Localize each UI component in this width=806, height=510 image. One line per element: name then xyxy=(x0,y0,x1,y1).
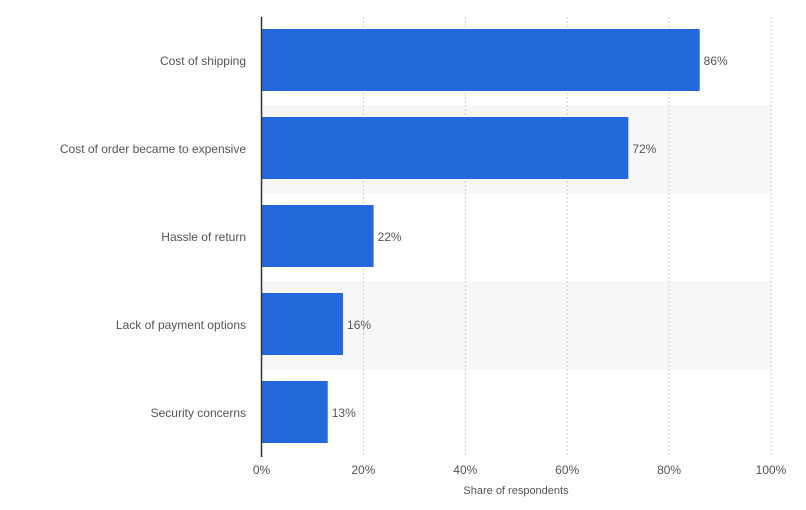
category-label: Cost of order became to expensive xyxy=(60,142,246,156)
data-label: 13% xyxy=(332,406,356,420)
data-label: 16% xyxy=(347,318,371,332)
bar[interactable] xyxy=(261,205,374,267)
row-band xyxy=(261,281,771,369)
x-axis-title: Share of respondents xyxy=(463,485,569,497)
bar[interactable] xyxy=(261,293,344,355)
category-label: Lack of payment options xyxy=(116,318,246,332)
data-label: 22% xyxy=(378,230,402,244)
x-tick-label: 40% xyxy=(453,463,477,477)
x-tick-label: 80% xyxy=(657,463,681,477)
bar[interactable] xyxy=(261,29,700,91)
x-tick-label: 20% xyxy=(351,463,375,477)
bar[interactable] xyxy=(261,381,328,443)
data-label: 72% xyxy=(632,142,656,156)
x-tick-label: 100% xyxy=(756,463,787,477)
data-label: 86% xyxy=(704,54,728,68)
category-label: Security concerns xyxy=(151,406,246,420)
category-label: Hassle of return xyxy=(161,230,246,244)
category-label: Cost of shipping xyxy=(160,54,246,68)
bar[interactable] xyxy=(261,117,629,179)
x-tick-label: 0% xyxy=(253,463,271,477)
x-tick-label: 60% xyxy=(555,463,579,477)
